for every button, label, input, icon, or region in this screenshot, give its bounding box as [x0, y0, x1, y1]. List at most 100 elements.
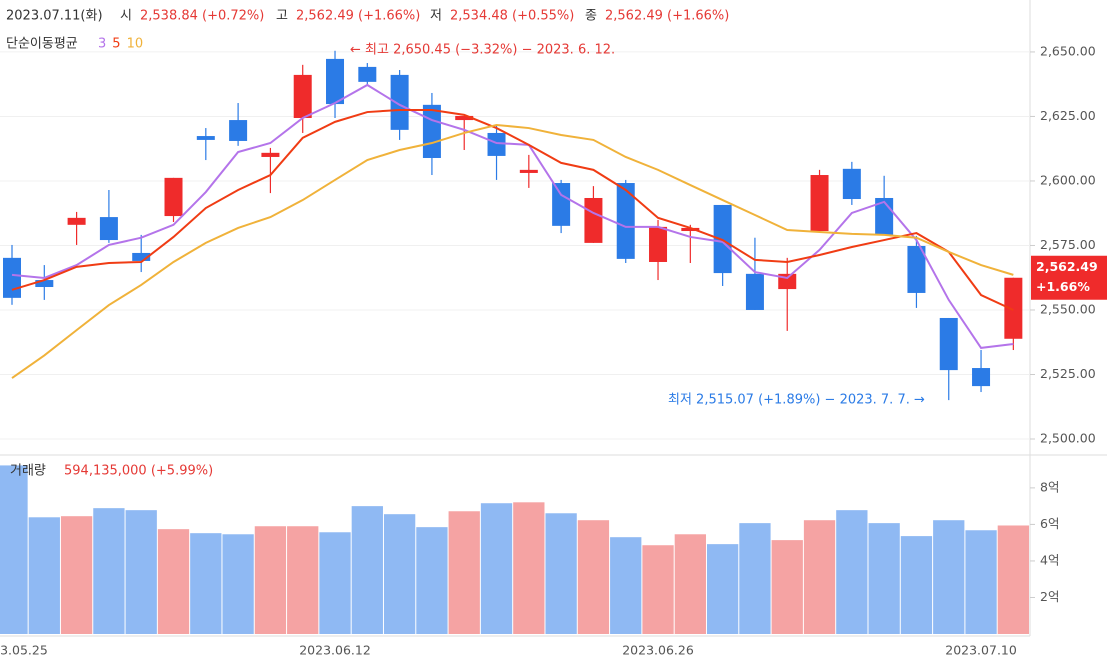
candle-body — [745, 273, 764, 310]
candle-body — [196, 136, 215, 140]
candle-body — [390, 74, 409, 130]
legend-entry: 5 — [112, 37, 120, 52]
volume-bar — [157, 529, 190, 634]
y-tick-label: 2,525.00 — [1040, 366, 1096, 381]
candle-body — [649, 226, 668, 262]
y-tick-label: 2,600.00 — [1040, 172, 1096, 187]
y-tick-label: 2,650.00 — [1040, 43, 1096, 58]
volume-bar — [674, 534, 706, 634]
legend-entry: 10 — [127, 37, 144, 52]
y-tick-label: 2,550.00 — [1040, 301, 1096, 316]
volume-bar — [190, 533, 222, 634]
x-tick-label: 2023.07.10 — [945, 643, 1017, 658]
y-tick-label: 8억 — [1040, 479, 1059, 494]
candle-body — [584, 197, 603, 243]
volume-bar — [28, 517, 60, 634]
y-tick-label: 4억 — [1040, 552, 1059, 567]
marks — [0, 50, 1030, 634]
ma-line — [11, 123, 1014, 379]
candle-body — [422, 104, 441, 158]
volume-bar — [93, 508, 125, 634]
candle-body — [972, 368, 991, 387]
volume-bar — [900, 536, 933, 634]
volume-bar — [610, 537, 642, 634]
header-date: 2023.07.11(화) — [6, 9, 103, 24]
volume-bar — [803, 520, 836, 634]
candle-body — [326, 58, 345, 105]
volume-bar — [513, 502, 545, 634]
x-tick-label: 2023.06.26 — [622, 643, 694, 658]
volume-bar — [222, 534, 254, 634]
candle-body — [132, 252, 151, 261]
volume-bar — [383, 514, 416, 634]
header-open: 2,538.84 (+0.72%) — [140, 9, 264, 24]
candle-body — [552, 183, 571, 226]
volume-bar — [0, 465, 28, 634]
volume-bar — [965, 530, 997, 634]
candle-body — [99, 217, 118, 241]
volume-bar — [480, 503, 513, 634]
candle-body — [681, 227, 700, 232]
candle-body — [519, 169, 538, 173]
y-tick-label: 2,625.00 — [1040, 108, 1096, 123]
volume-bar — [545, 513, 577, 634]
ma-line — [11, 83, 1014, 349]
volume-bar — [60, 516, 93, 634]
y-tick-label: 2억 — [1040, 589, 1059, 604]
volume-bar — [771, 540, 803, 634]
candle-body — [1004, 277, 1023, 339]
candle-body — [939, 317, 958, 371]
volume-bar — [577, 520, 610, 634]
volume-bar — [287, 526, 319, 634]
volume-bar — [642, 545, 674, 634]
volume-bar — [125, 510, 157, 634]
volume-bar — [933, 520, 965, 634]
candle-body — [842, 168, 861, 200]
candle-body — [3, 257, 22, 298]
x-tick-label: 2023.05.25 — [0, 643, 48, 658]
low-annotation: 최저 2,515.07 (+1.89%) − 2023. 7. 7. → — [668, 393, 925, 408]
header-close-label: 종 — [585, 9, 597, 24]
volume-bar — [416, 527, 448, 634]
volume-bar — [351, 506, 383, 634]
volume-bar — [448, 511, 480, 634]
legend-entry: 3 — [98, 37, 106, 52]
high-annotation: ← 최고 2,650.45 (−3.32%) − 2023. 6. 12. — [350, 43, 615, 58]
y-tick-label: 2,500.00 — [1040, 431, 1096, 446]
volume-bar — [836, 510, 868, 634]
candle-body — [229, 120, 248, 141]
candle-body — [164, 177, 183, 217]
y-tick-label: 2,575.00 — [1040, 237, 1096, 252]
ma-line — [11, 108, 1014, 311]
header-low-label: 저 — [430, 9, 442, 24]
last-price-label: 2,562.49 — [1036, 259, 1098, 274]
header-low: 2,534.48 (+0.55%) — [450, 9, 574, 24]
volume-bar — [997, 525, 1029, 634]
volume-bar — [739, 523, 771, 634]
last-price-box — [1031, 255, 1107, 300]
volume-bar — [319, 532, 351, 634]
header-open-label: 시 — [120, 9, 132, 24]
x-tick-label: 2023.06.12 — [299, 643, 371, 658]
candle-body — [616, 183, 635, 259]
candle-body — [67, 217, 86, 225]
volume-bar — [706, 544, 739, 634]
header-high: 2,562.49 (+1.66%) — [296, 9, 420, 24]
volume-bar — [868, 523, 900, 634]
candle-body — [907, 245, 926, 293]
volume-bar — [254, 526, 287, 634]
candle-body — [261, 152, 280, 157]
legend-title: 단순이동평균 — [6, 37, 78, 52]
candle-body — [487, 132, 506, 156]
header-close: 2,562.49 (+1.66%) — [605, 9, 729, 24]
volume-value: 594,135,000 (+5.99%) — [64, 464, 213, 479]
volume-title: 거래량 — [10, 464, 46, 479]
header-high-label: 고 — [276, 9, 288, 24]
candle-body — [810, 175, 829, 232]
y-tick-label: 6억 — [1040, 516, 1059, 531]
candle-body — [358, 66, 377, 82]
candle-body — [455, 115, 474, 121]
candle-body — [293, 74, 312, 118]
candle-body — [35, 280, 54, 288]
